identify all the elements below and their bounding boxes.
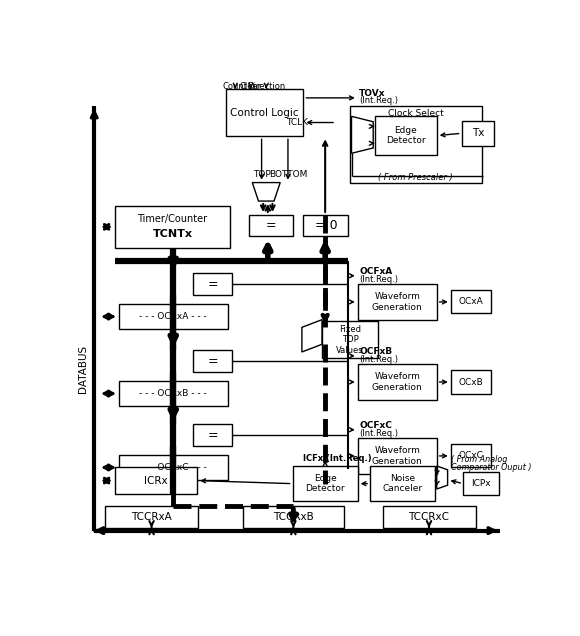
Text: - - - OCRxB - - -: - - - OCRxB - - - bbox=[139, 389, 207, 398]
FancyBboxPatch shape bbox=[193, 350, 232, 372]
Text: = 0: = 0 bbox=[314, 219, 337, 232]
FancyBboxPatch shape bbox=[358, 364, 437, 399]
Text: Edge
Detector: Edge Detector bbox=[305, 474, 345, 494]
Text: Waveform
Generation: Waveform Generation bbox=[372, 292, 423, 312]
Text: Timer/Counter: Timer/Counter bbox=[137, 214, 208, 225]
FancyBboxPatch shape bbox=[303, 215, 349, 237]
FancyBboxPatch shape bbox=[193, 273, 232, 295]
Text: TCCRxA: TCCRxA bbox=[131, 512, 172, 522]
FancyBboxPatch shape bbox=[462, 121, 494, 146]
Text: (Int.Req.): (Int.Req.) bbox=[359, 97, 398, 106]
FancyBboxPatch shape bbox=[119, 381, 227, 406]
Text: TCNTx: TCNTx bbox=[153, 230, 193, 240]
Text: OCxB: OCxB bbox=[458, 378, 483, 387]
FancyBboxPatch shape bbox=[115, 205, 230, 248]
Text: OCxA: OCxA bbox=[458, 298, 483, 307]
FancyBboxPatch shape bbox=[322, 321, 378, 358]
FancyBboxPatch shape bbox=[226, 88, 303, 136]
Text: ( From Analog: ( From Analog bbox=[451, 455, 507, 464]
Text: ICRx: ICRx bbox=[144, 476, 168, 485]
Text: ICPx: ICPx bbox=[471, 479, 491, 488]
Text: Noise
Canceler: Noise Canceler bbox=[383, 474, 423, 494]
Text: =: = bbox=[208, 355, 218, 368]
Text: DATABUS: DATABUS bbox=[78, 345, 88, 393]
Text: TOVx: TOVx bbox=[359, 89, 386, 98]
Text: - - - OCRxC - - -: - - - OCRxC - - - bbox=[139, 463, 207, 472]
FancyBboxPatch shape bbox=[249, 215, 292, 237]
Text: OCFxC: OCFxC bbox=[359, 422, 392, 431]
Text: Tx: Tx bbox=[472, 128, 484, 138]
Text: Direction: Direction bbox=[247, 83, 285, 92]
FancyBboxPatch shape bbox=[451, 291, 491, 314]
FancyBboxPatch shape bbox=[370, 466, 435, 501]
Text: Count: Count bbox=[223, 83, 248, 92]
Text: - - - OCRxA - - -: - - - OCRxA - - - bbox=[139, 312, 207, 321]
FancyBboxPatch shape bbox=[350, 106, 482, 183]
Text: OCFxA: OCFxA bbox=[359, 267, 393, 277]
FancyBboxPatch shape bbox=[292, 466, 358, 501]
Text: BOTTOM: BOTTOM bbox=[269, 170, 307, 179]
Text: Comparator Ouput ): Comparator Ouput ) bbox=[451, 463, 531, 472]
Text: Waveform
Generation: Waveform Generation bbox=[372, 372, 423, 392]
Text: OCFxB: OCFxB bbox=[359, 347, 393, 357]
Text: Waveform
Generation: Waveform Generation bbox=[372, 446, 423, 466]
Text: TCCRxC: TCCRxC bbox=[408, 512, 450, 522]
Text: =: = bbox=[208, 429, 218, 441]
FancyBboxPatch shape bbox=[105, 506, 198, 527]
Text: TCCRxB: TCCRxB bbox=[273, 512, 314, 522]
Text: Fixed
TOP
Values: Fixed TOP Values bbox=[336, 325, 364, 354]
Text: Clock Select: Clock Select bbox=[388, 109, 444, 118]
Text: (Int.Req.): (Int.Req.) bbox=[359, 355, 398, 364]
Text: =: = bbox=[266, 219, 276, 232]
Text: (Int.Req.): (Int.Req.) bbox=[359, 429, 398, 438]
Text: ICFx (Int.Req.): ICFx (Int.Req.) bbox=[303, 453, 372, 463]
FancyBboxPatch shape bbox=[358, 438, 437, 474]
Text: ( From Prescaler ): ( From Prescaler ) bbox=[378, 174, 453, 183]
Text: (Int.Req.): (Int.Req.) bbox=[359, 275, 398, 284]
FancyBboxPatch shape bbox=[119, 304, 227, 329]
Text: TOP: TOP bbox=[253, 170, 270, 179]
Text: TCLK: TCLK bbox=[286, 118, 308, 127]
Text: Edge
Detector: Edge Detector bbox=[386, 126, 426, 145]
FancyBboxPatch shape bbox=[119, 455, 227, 480]
FancyBboxPatch shape bbox=[382, 506, 476, 527]
FancyBboxPatch shape bbox=[375, 116, 437, 155]
Text: Control Logic: Control Logic bbox=[230, 107, 299, 118]
FancyBboxPatch shape bbox=[243, 506, 344, 527]
Text: =: = bbox=[208, 278, 218, 291]
FancyBboxPatch shape bbox=[115, 467, 197, 494]
FancyBboxPatch shape bbox=[451, 445, 491, 467]
FancyBboxPatch shape bbox=[451, 370, 491, 394]
Text: OCxC: OCxC bbox=[458, 452, 483, 460]
FancyBboxPatch shape bbox=[193, 424, 232, 446]
FancyBboxPatch shape bbox=[463, 472, 499, 495]
FancyBboxPatch shape bbox=[358, 284, 437, 320]
Text: Clear: Clear bbox=[240, 83, 262, 92]
